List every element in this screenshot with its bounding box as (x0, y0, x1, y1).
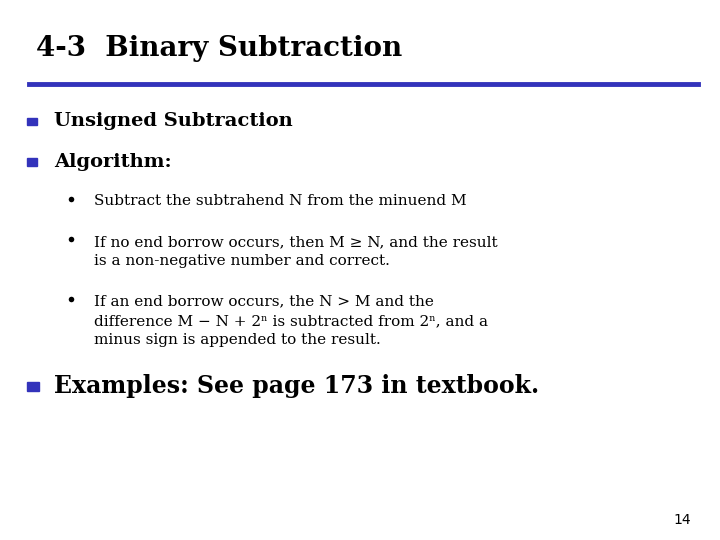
Text: Examples: See page 173 in textbook.: Examples: See page 173 in textbook. (54, 374, 539, 398)
Text: Subtract the subtrahend N from the minuend M: Subtract the subtrahend N from the minue… (94, 194, 467, 208)
Bar (27, 118, 37, 125)
Text: 4-3  Binary Subtraction: 4-3 Binary Subtraction (36, 35, 402, 62)
Text: If no end borrow occurs, then M ≥ N, and the result
is a non-negative number and: If no end borrow occurs, then M ≥ N, and… (94, 235, 498, 268)
Text: Algorithm:: Algorithm: (54, 153, 171, 171)
Text: Unsigned Subtraction: Unsigned Subtraction (54, 112, 293, 131)
Text: 14: 14 (674, 512, 691, 526)
Bar (27, 158, 37, 166)
Bar (27, 381, 39, 391)
Text: If an end borrow occurs, the N > M and the
difference M − N + 2ⁿ is subtracted f: If an end borrow occurs, the N > M and t… (94, 294, 487, 347)
